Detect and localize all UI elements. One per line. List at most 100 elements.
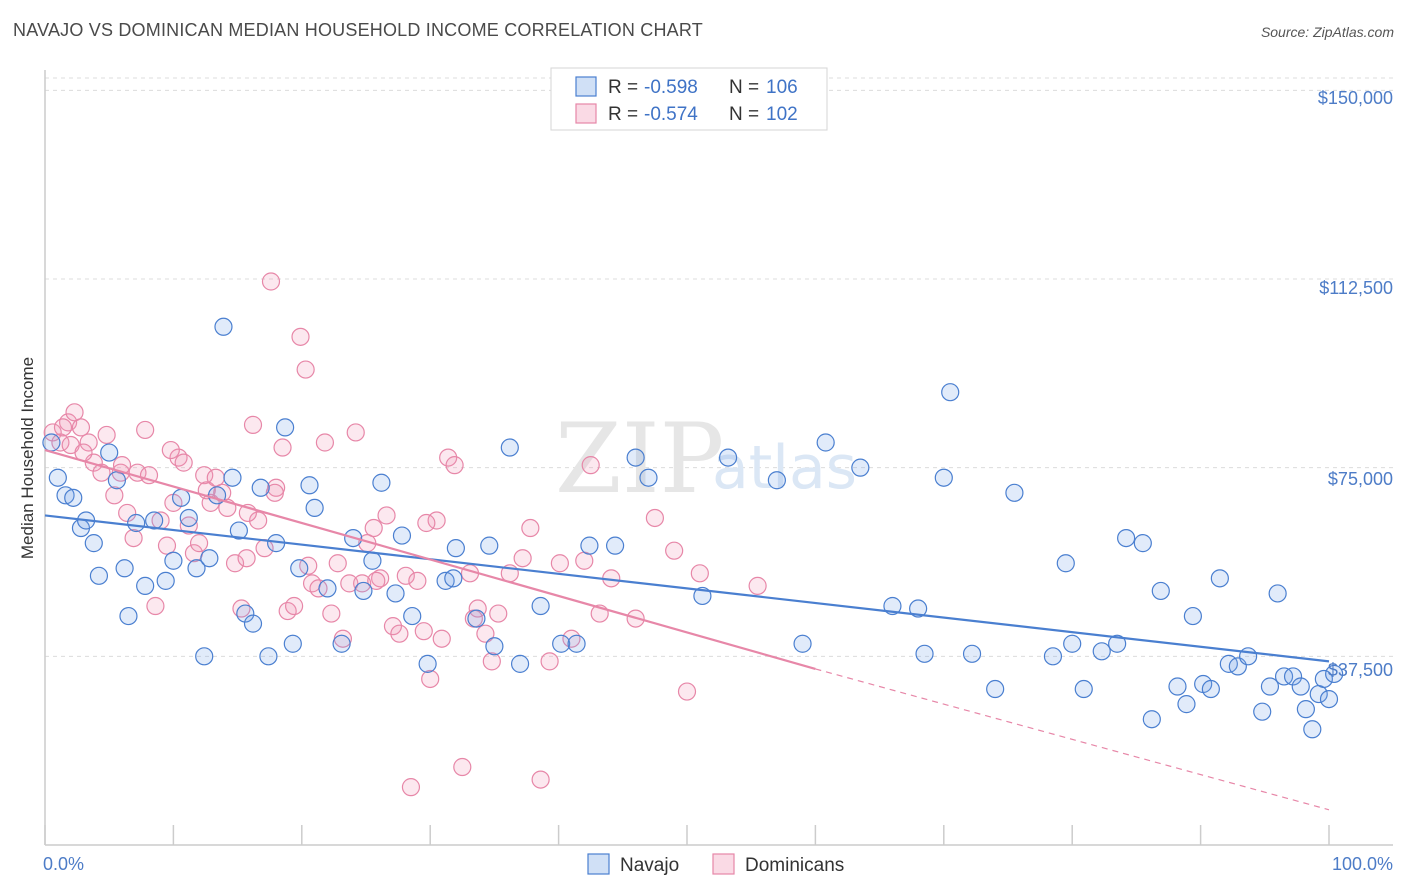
dominicans-point xyxy=(225,554,245,573)
dominicans-point xyxy=(97,425,116,445)
navajo-point xyxy=(84,534,103,553)
navajo-point xyxy=(127,513,146,533)
navajo-point xyxy=(1291,677,1310,696)
navajo-r-label: R = xyxy=(608,77,638,98)
navajo-point xyxy=(403,606,422,626)
navajo-point xyxy=(1210,569,1229,588)
navajo-n-label: N = xyxy=(729,77,759,98)
y-tick-label: $75,000 xyxy=(1328,469,1393,489)
dominicans-point xyxy=(408,571,427,590)
dominicans-point xyxy=(296,360,315,379)
chart-source: Source: ZipAtlas.com xyxy=(1260,24,1394,40)
navajo-point xyxy=(283,634,302,653)
stats-legend: R = -0.598 N = 106 R = -0.574 N = 102 xyxy=(550,67,828,131)
y-tick-labels: $37,500 $75,000 $112,500 $150,000 xyxy=(1318,88,1393,680)
dominicans-point xyxy=(243,415,263,434)
navajo-point xyxy=(626,448,645,467)
dominicans-point xyxy=(71,418,91,437)
navajo-point xyxy=(156,571,175,590)
navajo-point xyxy=(136,576,155,595)
dominicans-point xyxy=(124,528,143,548)
dominicans-point xyxy=(401,778,421,797)
navajo-point xyxy=(1063,634,1082,653)
navajo-point xyxy=(510,654,530,673)
x-tick-label-max: 100.0% xyxy=(1332,854,1393,874)
dominicans-point xyxy=(364,518,383,538)
navajo-point xyxy=(115,559,134,578)
navajo-point xyxy=(1303,720,1322,739)
dominicans-point xyxy=(346,423,365,442)
dominicans-point xyxy=(540,652,559,671)
dominicans-n-value: 102 xyxy=(766,104,798,125)
stats-legend-box xyxy=(550,67,828,131)
navajo-point xyxy=(1177,695,1196,714)
navajo-point xyxy=(200,549,219,568)
chart-title: NAVAJO VS DOMINICAN MEDIAN HOUSEHOLD INC… xyxy=(13,20,703,40)
navajo-point xyxy=(851,458,870,477)
navajo-swatch xyxy=(575,76,597,97)
dominicans-point xyxy=(562,629,581,648)
navajo-point xyxy=(318,579,337,598)
navajo-point xyxy=(500,438,519,457)
navajo-point xyxy=(1183,606,1202,626)
legend-navajo-label: Navajo xyxy=(620,855,679,876)
navajo-point xyxy=(446,539,465,558)
dominicans-point xyxy=(261,272,281,291)
dominicans-point xyxy=(189,534,209,553)
dominicans-point xyxy=(581,456,600,475)
navajo-point xyxy=(1260,677,1280,696)
dominicans-point xyxy=(550,554,569,573)
dominicans-point xyxy=(390,624,409,643)
dominicans-n-label: N = xyxy=(729,104,759,125)
navajo-point xyxy=(363,551,382,570)
navajo-point xyxy=(1325,664,1344,684)
navajo-point xyxy=(229,521,248,540)
navajo-point xyxy=(214,317,233,336)
navajo-point xyxy=(1108,634,1127,653)
navajo-point xyxy=(1056,554,1075,573)
dominicans-point xyxy=(237,549,256,568)
series-legend: Navajo Dominicans xyxy=(587,853,844,876)
dominicans-point xyxy=(157,536,177,555)
navajo-point xyxy=(1239,647,1258,666)
navajo-point xyxy=(1133,534,1152,553)
dominicans-point xyxy=(367,571,386,590)
dominicans-swatch xyxy=(575,103,597,124)
navajo-point xyxy=(1283,667,1303,686)
navajo-point xyxy=(605,536,625,555)
navajo-point xyxy=(962,644,982,663)
dominicans-point xyxy=(453,757,472,777)
legend-navajo-swatch xyxy=(587,853,610,875)
dominicans-point xyxy=(476,624,495,643)
navajo-point xyxy=(48,468,67,487)
dominicans-point xyxy=(414,622,433,641)
navajo-point xyxy=(1005,483,1024,502)
dominicans-point xyxy=(677,682,697,701)
watermark-atlas: atlas xyxy=(712,433,857,503)
dominicans-point xyxy=(179,516,198,535)
dominicans-point xyxy=(377,506,396,525)
navajo-point xyxy=(164,551,183,570)
grid-layer xyxy=(45,77,1393,657)
dominicans-point xyxy=(383,617,403,636)
dominicans-point xyxy=(118,503,137,523)
dominicans-r-value: -0.574 xyxy=(644,104,698,125)
dominicans-point xyxy=(396,566,415,585)
navajo-point xyxy=(290,559,309,578)
navajo-point xyxy=(223,468,242,487)
navajo-point xyxy=(1092,642,1111,661)
dominicans-point xyxy=(521,518,540,538)
navajo-point xyxy=(580,536,599,555)
dominicans-point xyxy=(513,549,532,568)
dominicans-point xyxy=(353,574,372,593)
dominicans-trend-line xyxy=(44,448,816,670)
navajo-point xyxy=(179,508,198,528)
trend-lines xyxy=(44,448,1330,811)
dominicans-trend-extension xyxy=(815,668,1330,811)
watermark: ZIP atlas xyxy=(555,403,857,515)
navajo-point xyxy=(100,443,119,462)
dominicans-point xyxy=(445,456,464,475)
dominicans-point xyxy=(322,604,341,623)
navajo-point xyxy=(639,468,658,487)
